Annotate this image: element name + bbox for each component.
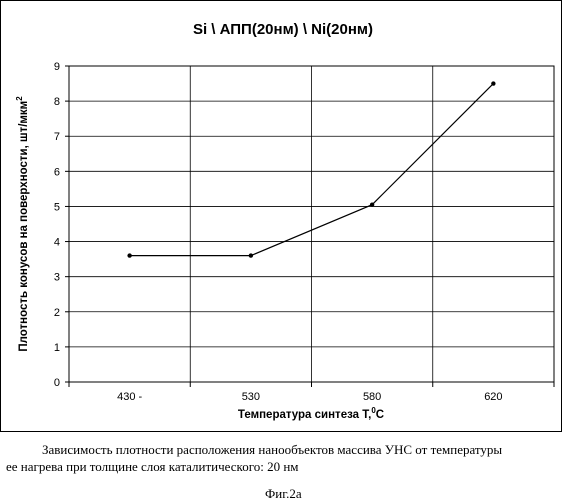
y-tick-label: 5 [54, 201, 60, 213]
x-tick-label: 580 [363, 391, 381, 403]
y-tick-label: 2 [54, 307, 60, 319]
data-point [370, 202, 374, 206]
x-axis-label: Температура синтеза Т,0С [238, 406, 384, 421]
y-tick-label: 3 [54, 272, 60, 284]
y-tick-label: 9 [54, 61, 60, 73]
data-point [249, 253, 253, 257]
x-tick-label: 430 - [117, 391, 142, 403]
chart-title: Si \ АПП(20нм) \ Ni(20нм) [193, 21, 373, 38]
y-tick-label: 0 [54, 377, 60, 389]
y-tick-label: 7 [54, 131, 60, 143]
caption-line-1: Зависимость плотности расположения наноо… [42, 442, 502, 458]
line-chart: Si \ АПП(20нм) \ Ni(20нм) 0 1 2 3 4 5 6 7 8 9 430 -… [1, 1, 563, 433]
caption-line-2: ее нагрева при толщине слоя каталитическ… [6, 459, 299, 475]
y-tick-label: 6 [54, 166, 60, 178]
x-tick-label: 620 [484, 391, 502, 403]
chart-frame: Si \ АПП(20нм) \ Ni(20нм) 0 1 2 3 4 5 6 7 8 9 430 -… [0, 0, 562, 432]
y-tick-label: 1 [54, 342, 60, 354]
y-tick-label: 8 [54, 96, 60, 108]
data-point [491, 81, 495, 85]
x-tick-label: 530 [242, 391, 260, 403]
data-point [127, 253, 131, 257]
y-tick-label: 4 [54, 237, 60, 249]
y-axis-label: Плотность конусов на поверхности, шт/мкм… [15, 96, 30, 352]
